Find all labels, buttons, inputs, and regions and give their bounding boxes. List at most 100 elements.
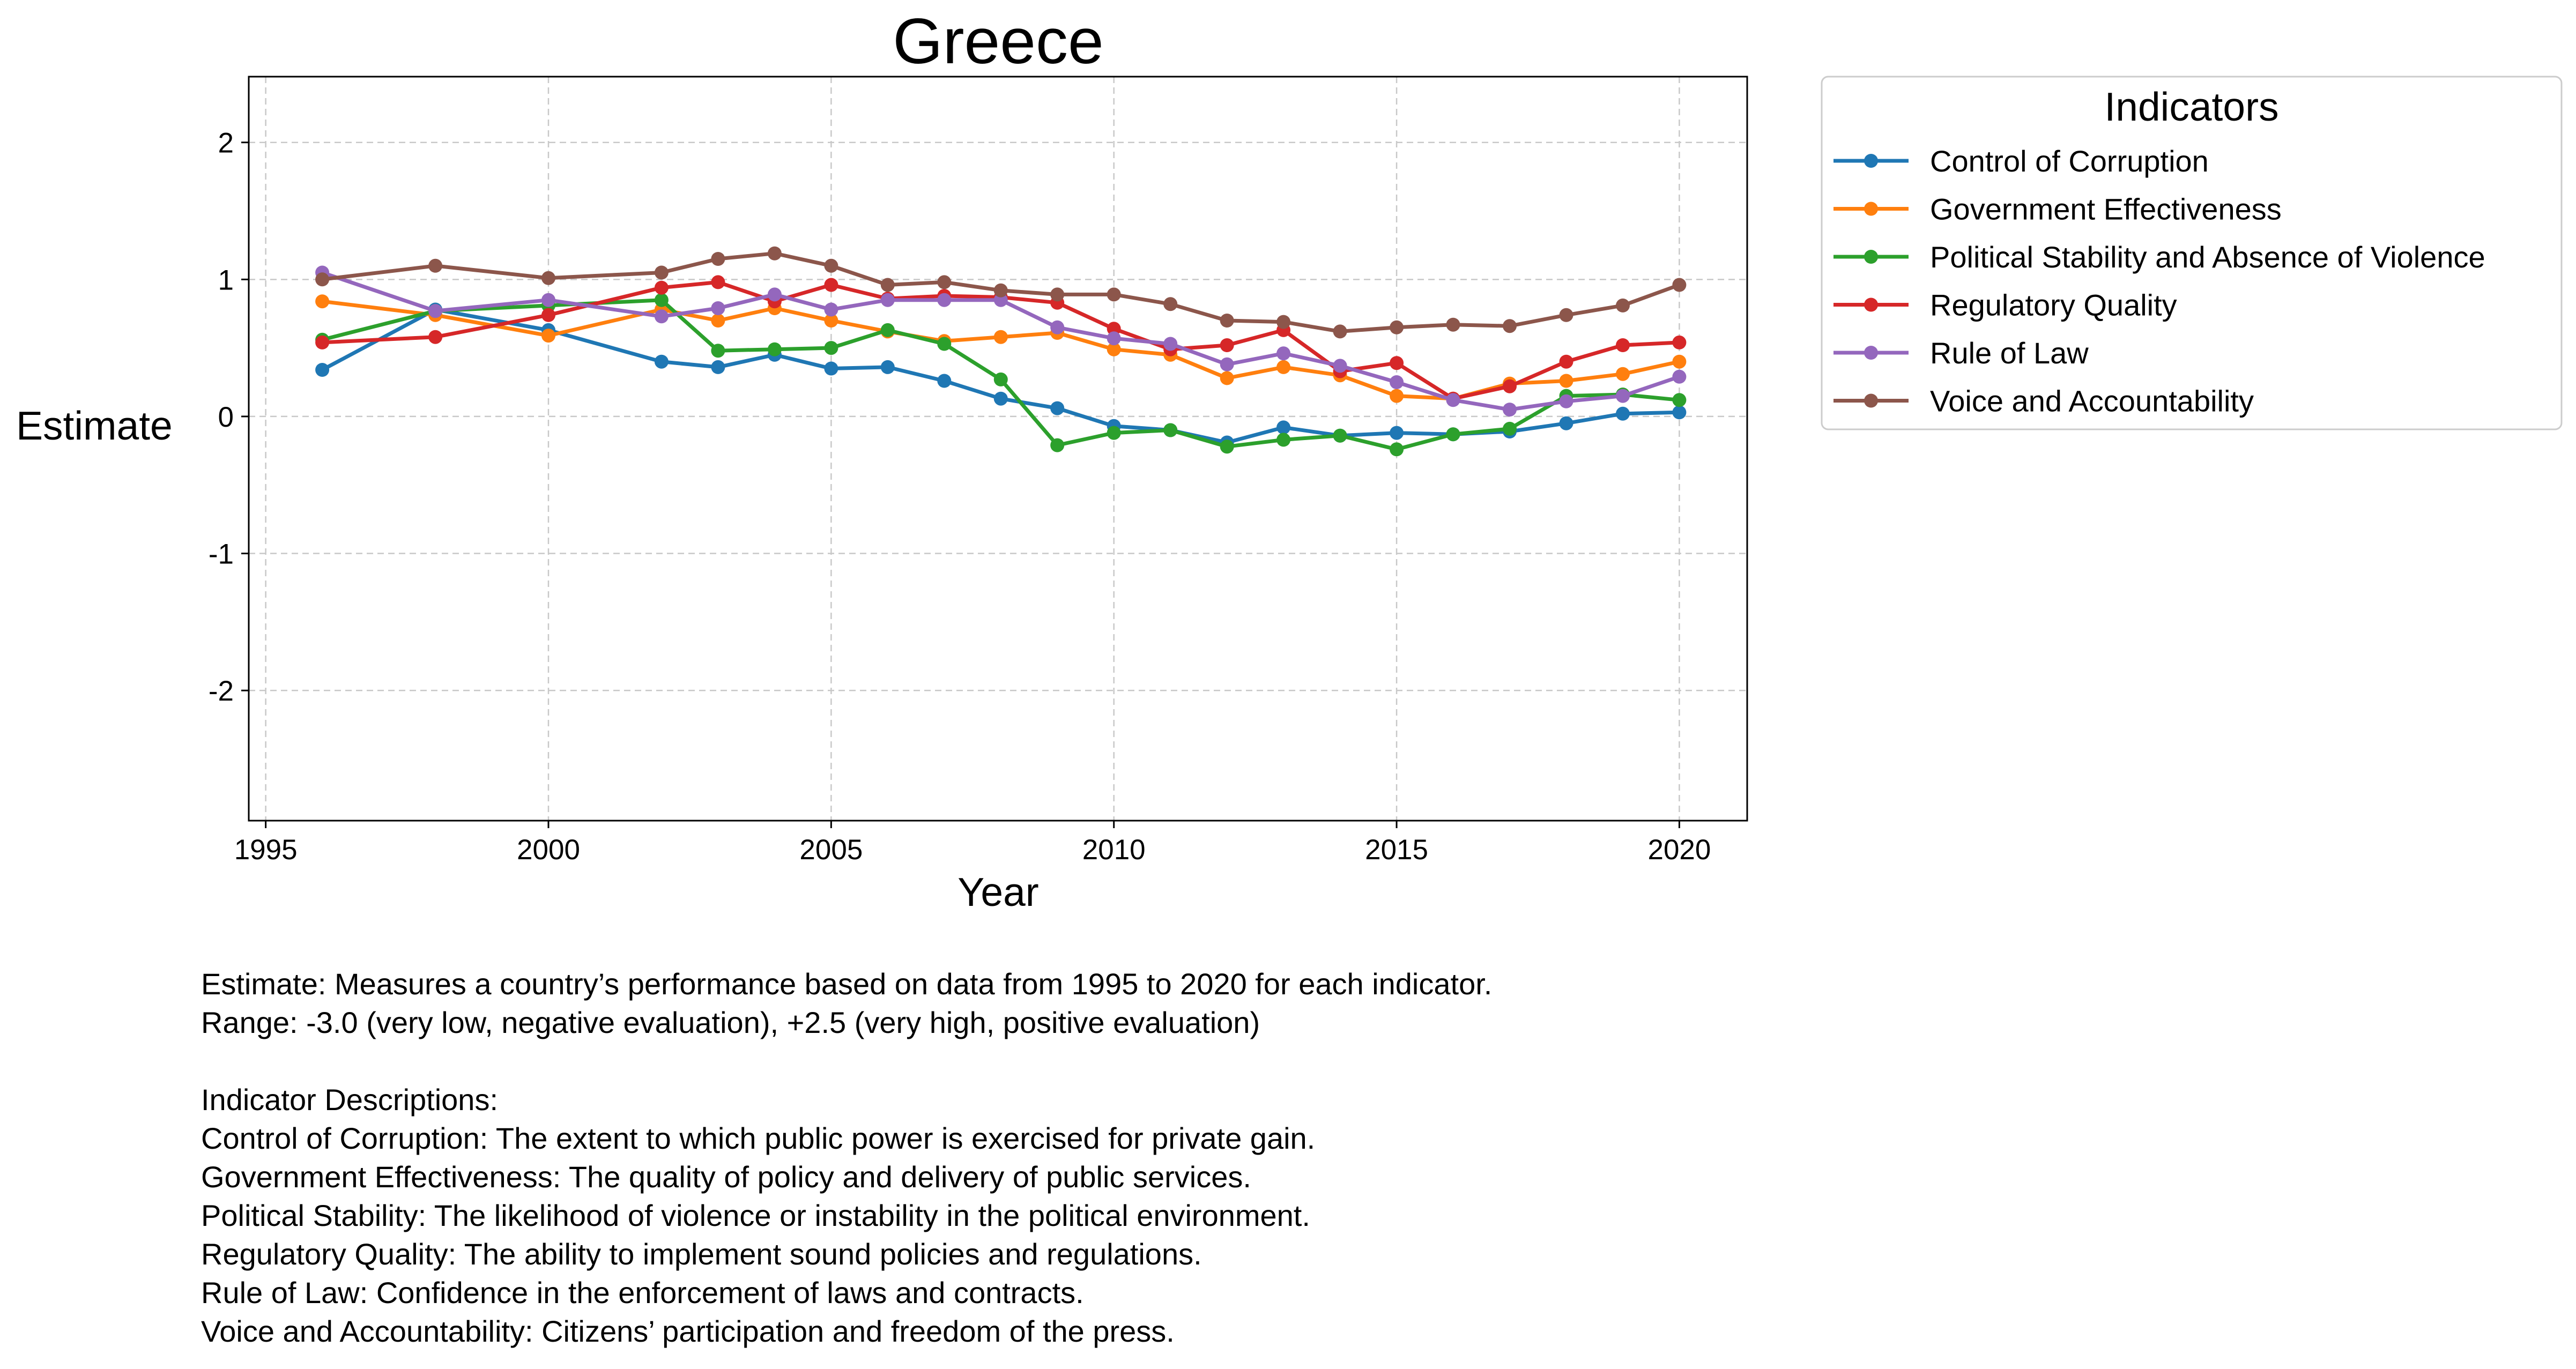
data-point (824, 341, 838, 355)
legend-item: Political Stability and Absence of Viole… (1833, 240, 2485, 274)
data-point (880, 278, 895, 292)
legend-items: Control of Corruption Government Effectiv… (1833, 144, 2485, 418)
data-point (1503, 421, 1517, 436)
data-point (1672, 354, 1687, 369)
series-line (322, 298, 1680, 451)
chart-title: Greece (893, 5, 1104, 77)
data-point (824, 258, 838, 273)
legend-label: Regulatory Quality (1930, 288, 2177, 322)
series-line (321, 271, 1680, 412)
y-tick-label: 1 (218, 264, 234, 296)
data-point (937, 275, 952, 289)
grid-lines (249, 77, 1747, 821)
data-point (767, 246, 782, 261)
chart-notes: Estimate: Measures a country’s performan… (201, 965, 2453, 1351)
data-point (1220, 338, 1234, 352)
data-point (824, 278, 838, 292)
legend-swatch-marker (1864, 297, 1878, 312)
legend-swatch-marker (1864, 202, 1878, 216)
data-point (315, 363, 330, 377)
legend-item: Rule of Law (1833, 336, 2089, 370)
notes-description-item: Voice and Accountability: Citizens’ part… (201, 1314, 1175, 1348)
data-point (1276, 360, 1291, 374)
data-point (1390, 320, 1404, 334)
data-point (1107, 342, 1121, 356)
data-point (1616, 298, 1630, 313)
legend-title: Indicators (2104, 84, 2278, 129)
data-point (1050, 287, 1065, 302)
series-political-stability-and-absence-of-violence (315, 293, 1687, 457)
data-point (1276, 346, 1291, 361)
notes-description-item: Regulatory Quality: The ability to imple… (201, 1237, 1202, 1271)
series-line (322, 251, 1680, 333)
x-axis-label: Year (957, 869, 1039, 914)
data-point (1446, 317, 1460, 332)
data-point (1503, 379, 1517, 393)
data-point (1107, 426, 1121, 440)
data-point (824, 361, 838, 376)
data-point (654, 280, 669, 295)
data-point (1672, 335, 1687, 349)
legend-item: Voice and Accountability (1833, 384, 2254, 418)
data-point (1503, 403, 1517, 417)
legend: Indicators Control of Corruption Governme… (1821, 76, 2563, 430)
data-point (1616, 338, 1630, 352)
data-point (1333, 324, 1347, 339)
y-axis-label: Estimate (16, 403, 173, 448)
data-point (1050, 401, 1065, 415)
legend-frame (1821, 76, 2563, 430)
data-point (1276, 433, 1291, 447)
notes-description-item: Government Effectiveness: The quality of… (201, 1160, 1251, 1194)
data-point (1503, 319, 1517, 333)
legend-swatch-marker (1864, 250, 1878, 264)
data-point (1163, 337, 1178, 351)
x-tick-label: 2015 (1365, 834, 1428, 866)
data-point (1276, 420, 1291, 435)
y-tick-label: -1 (209, 539, 234, 570)
series-government-effectiveness (315, 294, 1687, 406)
data-point (315, 272, 330, 287)
data-point (1672, 405, 1687, 420)
legend-swatch-marker (1864, 346, 1878, 360)
data-point (315, 335, 330, 349)
x-tick-label: 1995 (234, 834, 298, 866)
legend-item: Government Effectiveness (1833, 192, 2282, 226)
notes-description-item: Control of Corruption: The extent to whi… (201, 1121, 1316, 1155)
legend-label: Control of Corruption (1930, 144, 2209, 178)
data-point (1163, 297, 1178, 311)
data-point (1220, 314, 1234, 328)
data-point (1616, 406, 1630, 421)
legend-swatch-marker (1864, 154, 1878, 168)
data-point (1446, 393, 1460, 407)
data-point (711, 301, 725, 315)
data-point (428, 330, 443, 344)
legend-label: Political Stability and Absence of Viole… (1930, 240, 2485, 274)
data-point (1276, 315, 1291, 329)
data-point (654, 309, 669, 324)
data-point (711, 344, 725, 358)
axis-ticks: 1995 2000 2005 2010 2015 2020 -2 -1 0 1 2 (209, 128, 1711, 866)
data-point (541, 308, 555, 322)
data-point (880, 293, 895, 307)
y-tick-label: 0 (218, 401, 234, 433)
data-point (654, 265, 669, 280)
data-point (1107, 322, 1121, 336)
data-point (1220, 371, 1234, 385)
legend-item: Control of Corruption (1833, 144, 2209, 178)
data-point (1390, 442, 1404, 457)
x-tick-label: 2010 (1082, 834, 1146, 866)
data-point (1672, 393, 1687, 407)
data-point (1220, 357, 1234, 371)
data-point (1390, 375, 1404, 389)
data-point (654, 354, 669, 369)
data-point (824, 302, 838, 317)
data-point (993, 330, 1008, 344)
data-point (1672, 369, 1687, 384)
data-point (1333, 428, 1347, 443)
data-point (1220, 440, 1234, 454)
series-voice-and-accountability (315, 246, 1687, 339)
notes-description-item: Political Stability: The likelihood of v… (201, 1199, 1310, 1232)
legend-label: Rule of Law (1930, 336, 2089, 370)
data-point (1559, 354, 1573, 369)
plot-frame (248, 76, 1748, 822)
